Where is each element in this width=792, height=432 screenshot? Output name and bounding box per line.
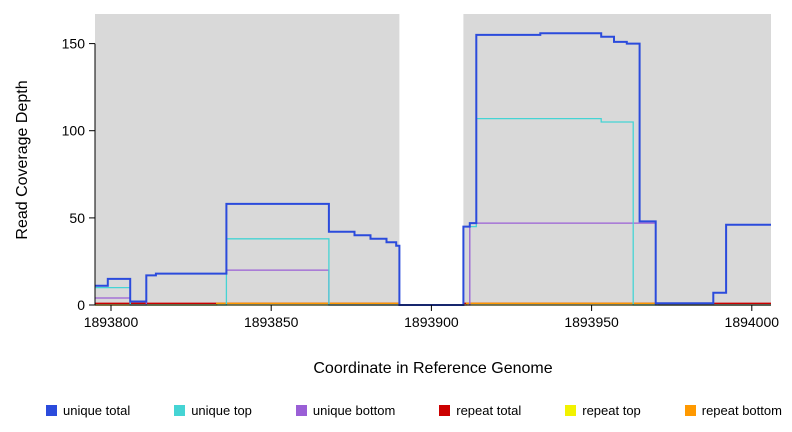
legend-item-repeat-top: repeat top	[565, 403, 641, 418]
y-tick-label: 50	[69, 210, 85, 226]
legend-swatch-unique-total	[46, 404, 57, 416]
x-axis-title: Coordinate in Reference Genome	[313, 360, 552, 377]
legend-label: unique top	[191, 402, 252, 418]
legend-label: unique bottom	[312, 402, 396, 418]
legend-item-unique-bottom: unique bottom	[295, 402, 396, 418]
x-tick-label: 1893800	[84, 314, 139, 330]
coverage-chart: 1893800 1893850 1893900 1893950 1894000 0 50 10…	[14, 14, 780, 377]
legend-label: repeat bottom	[701, 402, 782, 418]
legend-label: repeat top	[582, 402, 641, 418]
chart-legend: unique total unique top unique bottom repea…	[46, 399, 782, 421]
x-tick-label: 1893900	[404, 314, 459, 330]
y-tick-label: 150	[62, 36, 86, 52]
legend-item-repeat-total: repeat total	[439, 403, 521, 418]
legend-swatch-unique-bottom	[295, 404, 307, 416]
y-tick-label: 100	[62, 123, 86, 139]
legend-label: repeat total	[456, 402, 522, 418]
legend-swatch-repeat-total	[439, 404, 451, 416]
legend-swatch-repeat-bottom	[684, 404, 696, 416]
legend-swatch-repeat-top	[565, 404, 577, 416]
legend-item-unique-top: unique top	[174, 403, 252, 418]
legend-item-unique-total: unique total	[46, 403, 130, 418]
x-tick-label: 1893950	[564, 314, 619, 330]
x-tick-label: 1894000	[725, 314, 780, 330]
legend-swatch-unique-top	[174, 404, 186, 416]
plot-layer: 1893800 1893850 1893900 1893950 1894000 0 50 10…	[62, 14, 780, 330]
y-axis-title: Read Coverage Depth	[14, 80, 31, 239]
gap-band	[399, 14, 464, 305]
legend-item-repeat-bottom: repeat bottom	[684, 402, 782, 418]
x-tick-label: 1893850	[244, 314, 299, 330]
legend-label: unique total	[63, 402, 131, 418]
y-tick-label: 0	[77, 297, 85, 313]
